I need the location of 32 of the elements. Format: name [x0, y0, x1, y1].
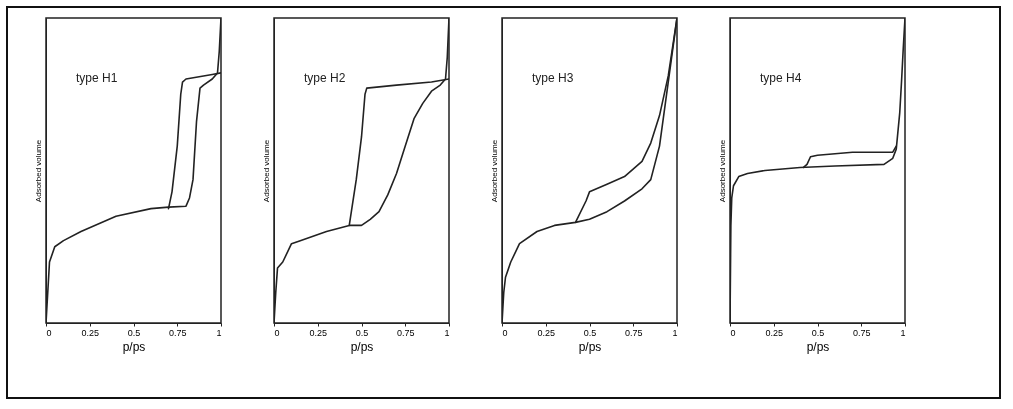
x-axis-title: p/ps	[806, 339, 830, 354]
x-tick-label: 0.75	[624, 327, 643, 338]
x-tick-label: 0.25	[537, 327, 556, 338]
x-axis-title: p/ps	[578, 339, 602, 354]
x-tick-label: 1	[444, 327, 450, 338]
y-axis-title: Adsorbed volume	[489, 139, 499, 203]
x-tick-label: 0	[730, 327, 736, 338]
x-tick-label: 1	[672, 327, 678, 338]
x-tick-label: 0.75	[396, 327, 415, 338]
annotation: type H1	[76, 71, 118, 85]
x-tick-label: 1	[216, 327, 222, 338]
y-axis-title: Adsorbed volume	[261, 139, 271, 203]
x-axis-title: p/ps	[350, 339, 374, 354]
x-tick-label: 1	[900, 327, 906, 338]
x-tick-label: 0.5	[583, 327, 597, 338]
x-axis-title: p/ps	[122, 339, 146, 354]
x-tick-label: 0.75	[852, 327, 871, 338]
x-tick-label: 0	[46, 327, 52, 338]
y-axis-title: Adsorbed volume	[717, 139, 727, 203]
x-tick-label: 0.5	[355, 327, 369, 338]
x-tick-label: 0.25	[765, 327, 784, 338]
x-tick-label: 0	[502, 327, 508, 338]
x-tick-label: 0.25	[81, 327, 100, 338]
x-tick-label: 0.75	[168, 327, 187, 338]
x-tick-label: 0.5	[811, 327, 825, 338]
annotation: type H2	[304, 71, 346, 85]
y-axis-title: Adsorbed volume	[33, 139, 43, 203]
x-tick-label: 0.25	[309, 327, 328, 338]
x-tick-label: 0.5	[127, 327, 141, 338]
x-tick-label: 0	[274, 327, 280, 338]
annotation: type H3	[532, 71, 574, 85]
annotation: type H4	[760, 71, 802, 85]
